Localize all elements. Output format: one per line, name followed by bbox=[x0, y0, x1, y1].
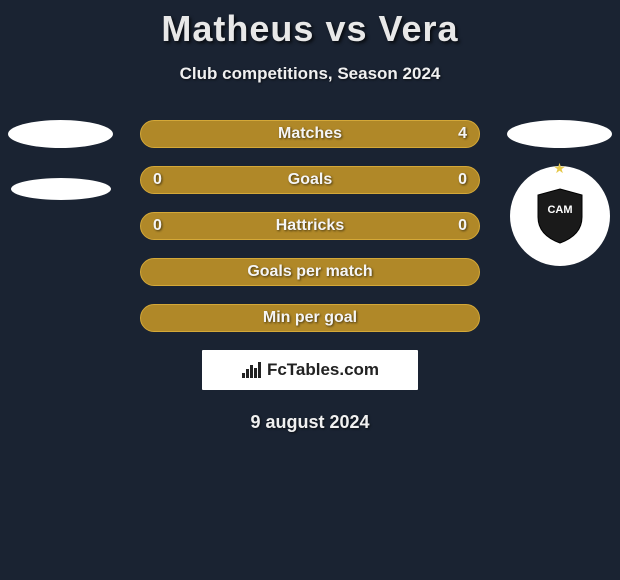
stat-rows: Matches 4 0 Goals 0 0 Hattricks 0 Goals … bbox=[140, 120, 480, 332]
stat-label: Min per goal bbox=[263, 309, 357, 327]
comparison-content: ★ CAM Matches 4 0 Goals 0 0 Hattricks 0 bbox=[0, 120, 620, 433]
page-title: Matheus vs Vera bbox=[0, 0, 620, 50]
right-club-badge-1 bbox=[507, 120, 612, 148]
stat-row-matches: Matches 4 bbox=[140, 120, 480, 148]
star-icon: ★ bbox=[553, 160, 566, 177]
stat-right-value: 0 bbox=[458, 171, 467, 189]
watermark-text: FcTables.com bbox=[267, 360, 379, 380]
left-player-badges bbox=[8, 120, 113, 200]
stat-left-value: 0 bbox=[153, 217, 162, 235]
stat-label: Goals per match bbox=[247, 263, 372, 281]
watermark: FcTables.com bbox=[202, 350, 418, 390]
right-club-badge-2: ★ CAM bbox=[510, 166, 610, 266]
stat-label: Hattricks bbox=[276, 217, 344, 235]
shield-icon: CAM bbox=[534, 187, 586, 245]
stat-row-hattricks: 0 Hattricks 0 bbox=[140, 212, 480, 240]
right-player-badges: ★ CAM bbox=[507, 120, 612, 266]
stat-right-value: 0 bbox=[458, 217, 467, 235]
shield-text: CAM bbox=[547, 204, 572, 216]
stat-row-goals: 0 Goals 0 bbox=[140, 166, 480, 194]
left-club-badge-1 bbox=[8, 120, 113, 148]
stat-label: Goals bbox=[288, 171, 332, 189]
page-subtitle: Club competitions, Season 2024 bbox=[0, 64, 620, 84]
stat-right-value: 4 bbox=[458, 125, 467, 143]
date-text: 9 august 2024 bbox=[0, 412, 620, 433]
left-club-badge-2 bbox=[11, 178, 111, 200]
bars-icon bbox=[241, 361, 263, 379]
stat-row-goals-per-match: Goals per match bbox=[140, 258, 480, 286]
stat-label: Matches bbox=[278, 125, 342, 143]
stat-left-value: 0 bbox=[153, 171, 162, 189]
stat-row-min-per-goal: Min per goal bbox=[140, 304, 480, 332]
